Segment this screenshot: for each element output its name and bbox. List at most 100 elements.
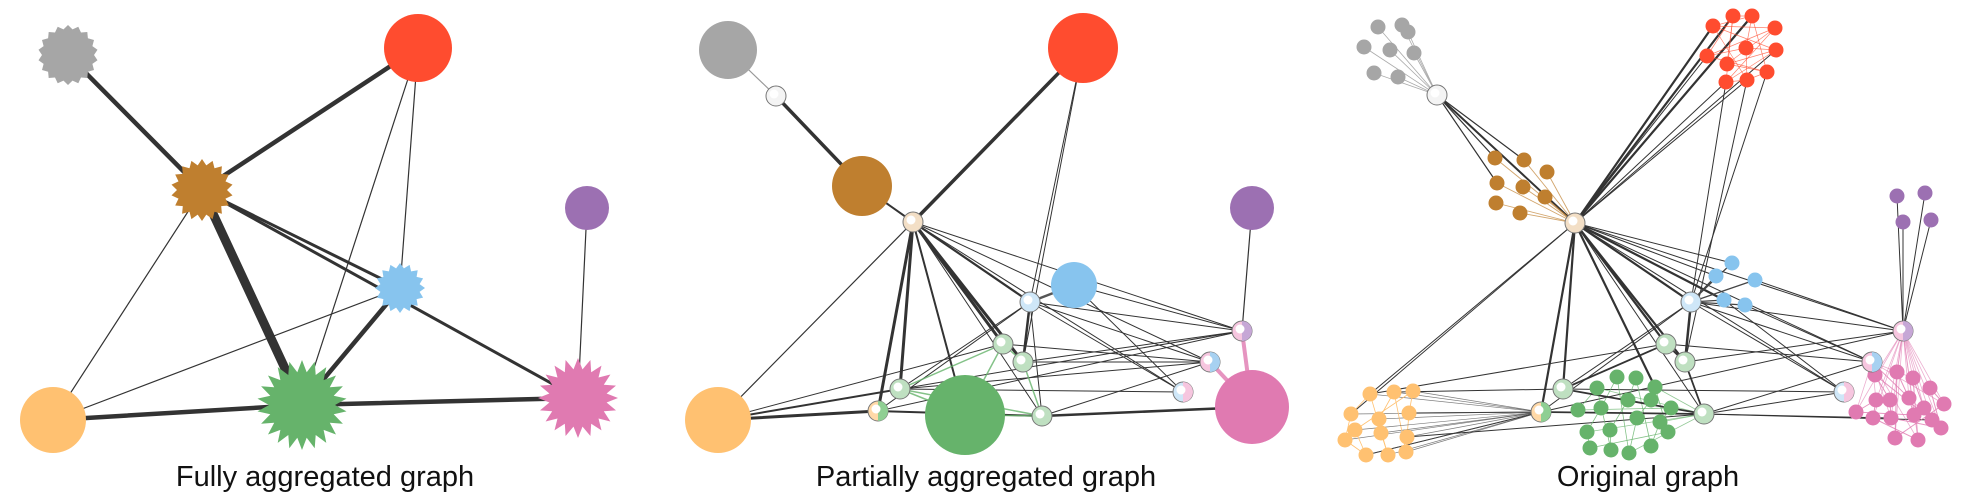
node-blue bbox=[1708, 268, 1724, 284]
bridge-brown-highlight bbox=[1568, 216, 1578, 226]
node-green bbox=[1652, 414, 1668, 430]
green-edge bbox=[1596, 387, 1612, 451]
node-gray bbox=[1390, 69, 1406, 85]
red-edge bbox=[1712, 25, 1776, 29]
thin-edge bbox=[1029, 301, 1211, 363]
bridge-green-4-highlight bbox=[1697, 407, 1707, 417]
red-edge bbox=[1725, 15, 1734, 83]
node-red bbox=[1718, 74, 1734, 90]
orange-bridge-edge bbox=[1365, 411, 1542, 456]
node-red bbox=[1738, 40, 1754, 56]
hub-edge bbox=[1539, 221, 1577, 414]
node-brown bbox=[1537, 189, 1553, 205]
brown-edge bbox=[1496, 182, 1576, 224]
green-edge bbox=[899, 343, 1004, 390]
bridge-orange-green-highlight bbox=[1534, 405, 1544, 415]
node-orange bbox=[1337, 432, 1353, 448]
cluster-purple bbox=[1230, 186, 1274, 230]
node-green bbox=[1602, 422, 1618, 438]
node-green bbox=[1647, 379, 1663, 395]
bridge-green-2-highlight bbox=[1678, 355, 1688, 365]
thin-edge bbox=[1665, 343, 1873, 363]
thin-edge bbox=[899, 301, 1031, 390]
bridge-orange-green-half bbox=[878, 401, 888, 421]
red-edge bbox=[1706, 55, 1768, 73]
hub-edge bbox=[1573, 14, 1735, 225]
cluster-red bbox=[1048, 13, 1118, 83]
bridge-brown-highlight bbox=[906, 215, 916, 225]
edge-hub-orange bbox=[717, 221, 914, 421]
edge-gray-brown bbox=[65, 52, 205, 193]
node-pink bbox=[1865, 410, 1881, 426]
node-pink bbox=[1910, 432, 1926, 448]
hub-edge bbox=[1573, 14, 1754, 225]
node-green bbox=[1663, 400, 1679, 416]
cluster-green bbox=[257, 360, 347, 450]
green-edge bbox=[1589, 431, 1669, 449]
node-brown bbox=[1539, 164, 1555, 180]
node-green bbox=[1628, 370, 1644, 386]
node-green bbox=[1620, 392, 1636, 408]
thin-edge bbox=[1574, 81, 1727, 224]
edge-brown-green bbox=[197, 185, 307, 410]
thin-edge bbox=[1029, 47, 1084, 303]
orange-bridge-edge bbox=[1387, 411, 1542, 456]
node-gray bbox=[1370, 19, 1386, 35]
node-pink bbox=[1868, 392, 1884, 408]
node-brown bbox=[1489, 175, 1505, 191]
cluster-gray bbox=[699, 21, 757, 79]
original-graph bbox=[1337, 8, 1952, 463]
thin-edge bbox=[1703, 391, 1845, 415]
cluster-gray bbox=[38, 25, 98, 85]
orange-edge bbox=[1354, 390, 1414, 431]
cluster-pink bbox=[538, 358, 618, 438]
hub-edge bbox=[1573, 221, 1693, 304]
node-green bbox=[1582, 440, 1598, 456]
cluster-red bbox=[384, 14, 452, 82]
node-brown bbox=[1515, 179, 1531, 195]
hub-edge bbox=[1561, 221, 1577, 391]
node-pink bbox=[1905, 370, 1921, 386]
orange-bridge-edge bbox=[1406, 411, 1542, 438]
node-gray bbox=[1400, 24, 1416, 40]
node-brown bbox=[1516, 152, 1532, 168]
thin-edge bbox=[1574, 222, 1717, 277]
gray-brown-edge bbox=[1436, 94, 1498, 184]
thin-edge bbox=[1029, 301, 1043, 417]
thin-edge bbox=[1041, 361, 1211, 417]
edge-brown-orange bbox=[52, 189, 203, 421]
brown-edge bbox=[1494, 157, 1576, 224]
cluster-pink bbox=[1215, 370, 1289, 444]
hub-edge bbox=[1573, 24, 1715, 225]
red-edge bbox=[1712, 25, 1777, 51]
node-pink bbox=[1889, 364, 1905, 380]
pink-bridge-edge bbox=[1902, 330, 1931, 389]
bridge-pink-1-half bbox=[1903, 321, 1913, 341]
node-blue bbox=[1724, 255, 1740, 271]
bridge-pink-1-highlight bbox=[1235, 324, 1245, 334]
thin-edge bbox=[1684, 79, 1748, 363]
node-orange bbox=[1343, 406, 1359, 422]
node-gray bbox=[1382, 42, 1398, 58]
thin-edge bbox=[1073, 284, 1243, 332]
thin-edge bbox=[1350, 222, 1576, 415]
bridge-green-3-highlight bbox=[1556, 382, 1566, 392]
blue-edge bbox=[1690, 279, 1756, 303]
orange-bridge-edge bbox=[1412, 390, 1542, 413]
node-pink bbox=[1848, 404, 1864, 420]
hub-edge bbox=[1573, 221, 1726, 302]
panel-title-fully: Fully aggregated graph bbox=[175, 461, 475, 493]
bridge-green-1-highlight bbox=[996, 337, 1006, 347]
thin-edge bbox=[1022, 330, 1243, 363]
node-orange bbox=[1398, 444, 1414, 460]
bridge-pink-1-highlight bbox=[1896, 324, 1906, 334]
node-red bbox=[1739, 72, 1755, 88]
node-green bbox=[1643, 392, 1659, 408]
panel-title-partial: Partially aggregated graph bbox=[815, 461, 1157, 493]
red-edge bbox=[1706, 15, 1734, 57]
node-gray bbox=[1356, 39, 1372, 55]
thin-edge bbox=[1073, 284, 1184, 393]
node-green bbox=[1609, 369, 1625, 385]
fully-aggregated-graph bbox=[20, 14, 618, 453]
pink-bridge-edge bbox=[1902, 330, 1945, 405]
